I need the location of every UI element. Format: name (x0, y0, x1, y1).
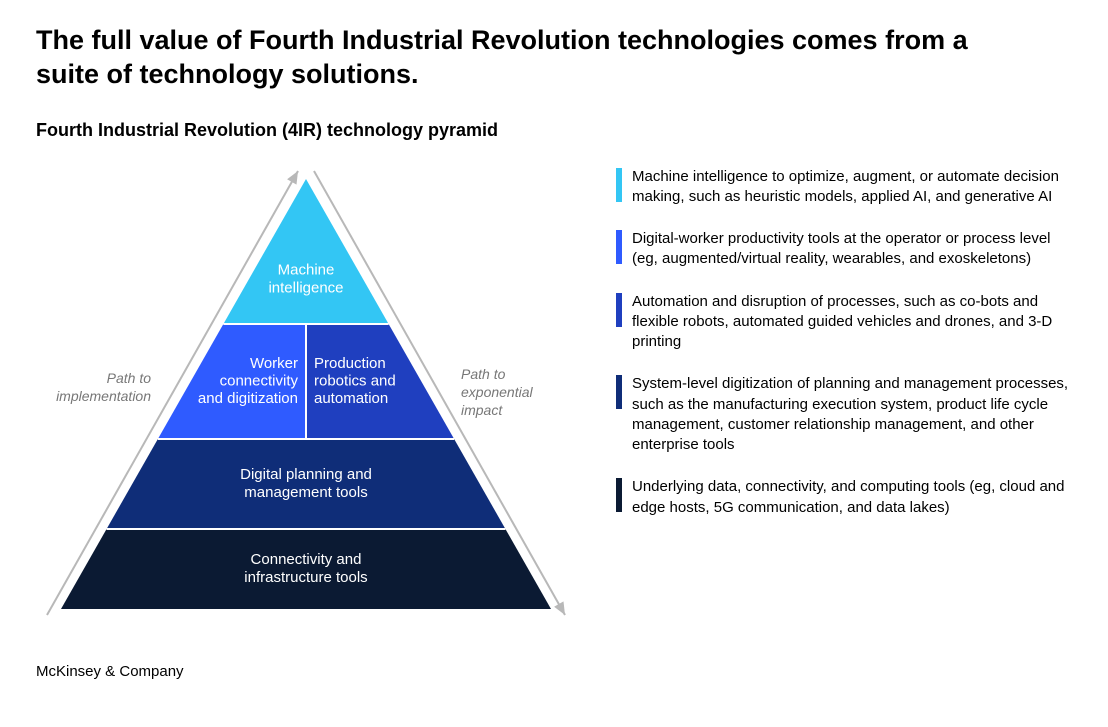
legend-text: Machine intelligence to optimize, augmen… (632, 167, 1072, 208)
axis-right-label: Path to exponential impact (461, 365, 576, 420)
content-row: Path to implementation Path to exponenti… (36, 159, 1072, 639)
legend-item: System-level digitization of planning an… (616, 374, 1072, 455)
pyramid-label-machine-intelligence: Machineintelligence (268, 261, 343, 296)
legend-item: Machine intelligence to optimize, augmen… (616, 167, 1072, 208)
pyramid-label-digital-planning: Digital planning andmanagement tools (240, 466, 372, 501)
legend-swatch (616, 168, 622, 202)
legend-swatch (616, 478, 622, 512)
legend-swatch (616, 293, 622, 327)
legend-swatch (616, 230, 622, 264)
page-subtitle: Fourth Industrial Revolution (4IR) techn… (36, 120, 1072, 141)
legend-text: Digital-worker productivity tools at the… (632, 229, 1072, 270)
pyramid-level-machine-intelligence (223, 179, 388, 324)
pyramid-container: Path to implementation Path to exponenti… (36, 159, 576, 639)
legend-column: Machine intelligence to optimize, augmen… (616, 159, 1072, 639)
legend-item: Underlying data, connectivity, and compu… (616, 477, 1072, 518)
legend-swatch (616, 375, 622, 409)
pyramid-label-connectivity-infra: Connectivity andinfrastructure tools (244, 551, 367, 586)
legend-text: System-level digitization of planning an… (632, 374, 1072, 455)
page-title: The full value of Fourth Industrial Revo… (36, 24, 1016, 92)
axis-left-label: Path to implementation (36, 369, 151, 405)
footer-source: McKinsey & Company (36, 663, 1072, 680)
legend-text: Underlying data, connectivity, and compu… (632, 477, 1072, 518)
pyramid-label-production-robotics: Productionrobotics andautomation (314, 354, 396, 406)
legend-item: Digital-worker productivity tools at the… (616, 229, 1072, 270)
legend-item: Automation and disruption of processes, … (616, 292, 1072, 353)
legend-text: Automation and disruption of processes, … (632, 292, 1072, 353)
